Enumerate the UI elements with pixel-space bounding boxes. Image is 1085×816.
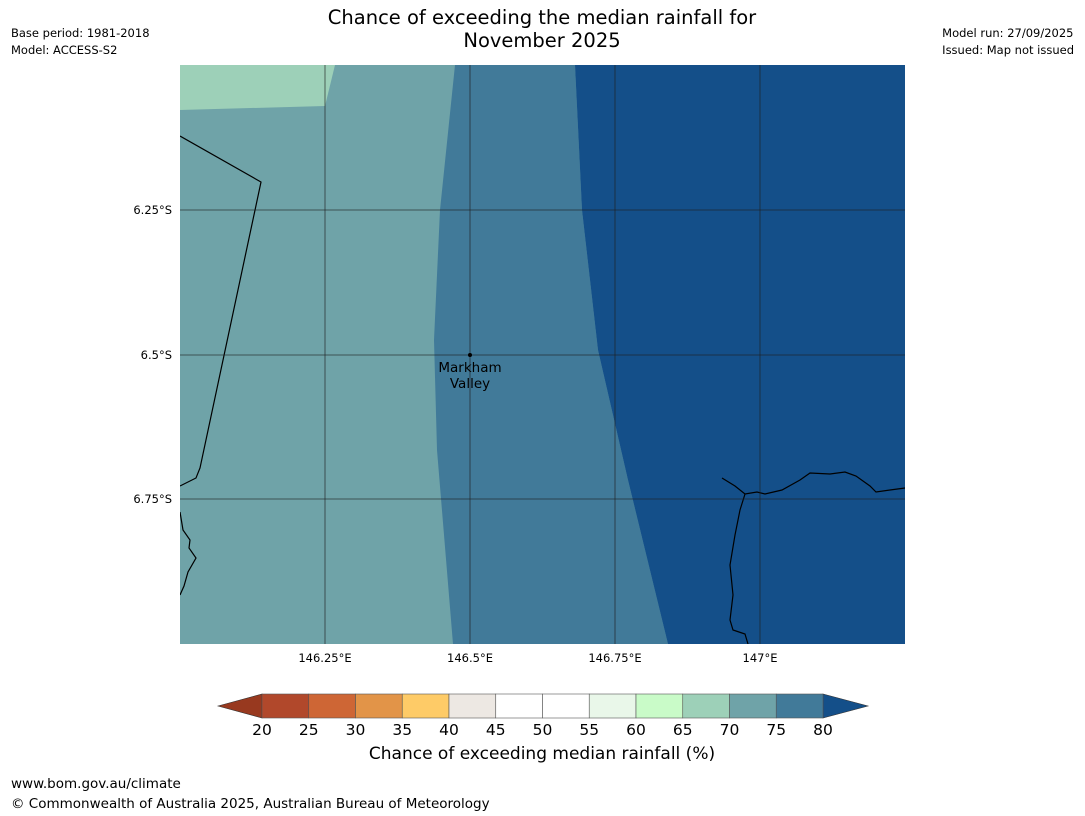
lon-tick: 146.25°E: [298, 651, 351, 665]
colorbar-bin: [308, 693, 356, 719]
colorbar-bin: [495, 693, 543, 719]
base-period: Base period: 1981-2018: [11, 26, 150, 40]
colorbar-title: Chance of exceeding median rainfall (%): [368, 744, 716, 764]
lon-tick: 146.5°E: [447, 651, 493, 665]
model-name: Model: ACCESS-S2: [11, 43, 118, 57]
colorbar-bin: [355, 693, 403, 719]
model-run: Model run: 27/09/2025: [942, 26, 1074, 40]
place-marker: [468, 353, 472, 357]
colorbar-bin: [682, 693, 730, 719]
footer-url[interactable]: www.bom.gov.au/climate: [11, 776, 181, 792]
colorbar-tick-label: 35: [392, 721, 412, 739]
colorbar-bin: [448, 693, 497, 719]
colorbar-tick-label: 65: [673, 721, 693, 739]
colorbar-bin: [729, 693, 777, 719]
colorbar-over-arrow: [822, 693, 870, 719]
zone-65-70: [180, 65, 335, 110]
colorbar-bin: [635, 693, 684, 719]
colorbar-bin: [542, 693, 590, 719]
colorbar-tick-label: 70: [720, 721, 740, 739]
colorbar-bin: [588, 693, 637, 719]
colorbar-tick-label: 75: [766, 721, 786, 739]
meta-right: Model run: 27/09/2025 Issued: Map not is…: [942, 25, 1074, 59]
place-name-line2: Valley: [450, 376, 490, 392]
map-title: Chance of exceeding the median rainfall …: [242, 6, 842, 52]
lon-tick: 147°E: [743, 651, 778, 665]
colorbar-bin: [401, 693, 450, 719]
lat-tick: 6.25°S: [133, 203, 172, 217]
colorbar-bin: [775, 693, 824, 719]
colorbar-tick-label: 45: [486, 721, 506, 739]
lat-tick: 6.75°S: [133, 492, 172, 506]
coastline: [180, 135, 905, 644]
footer: www.bom.gov.au/climate © Commonwealth of…: [11, 774, 490, 814]
title-line-2: November 2025: [463, 29, 621, 52]
colorbar-tick-label: 25: [299, 721, 319, 739]
colorbar-tick-label: 20: [252, 721, 272, 739]
footer-copyright: © Commonwealth of Australia 2025, Austra…: [11, 796, 490, 812]
colorbar-under-arrow: [216, 693, 263, 719]
colorbar-tick-label: 50: [533, 721, 553, 739]
colorbar: 20 25 30 35 40 45 50 55 60 65 70 75 80: [216, 693, 870, 739]
title-line-1: Chance of exceeding the median rainfall …: [327, 6, 757, 29]
colorbar-tick-label: 60: [626, 721, 646, 739]
issued-status: Issued: Map not issued: [942, 43, 1074, 57]
colorbar-tick-label: 40: [439, 721, 459, 739]
place-name-line1: Markham: [438, 360, 501, 376]
map-area: [180, 65, 905, 644]
colorbar-tick-label: 30: [346, 721, 366, 739]
colorbar-bin: [261, 693, 310, 719]
colorbar-tick-label: 80: [813, 721, 833, 739]
colorbar-tick-label: 55: [579, 721, 599, 739]
lat-tick: 6.5°S: [141, 348, 172, 362]
lon-tick: 146.75°E: [588, 651, 641, 665]
meta-left: Base period: 1981-2018 Model: ACCESS-S2: [11, 25, 150, 59]
